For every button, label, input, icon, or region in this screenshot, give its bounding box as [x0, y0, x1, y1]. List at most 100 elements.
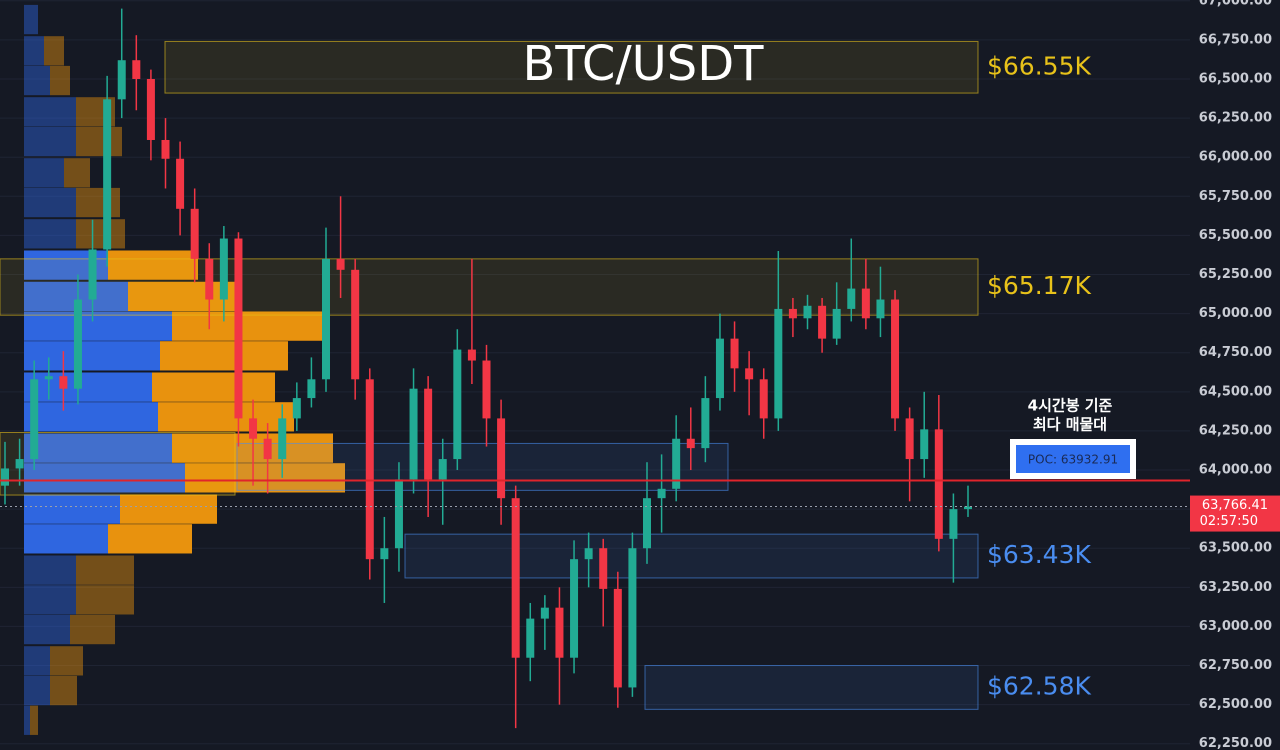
annotation: 최다 매물대: [1033, 416, 1107, 434]
profile-buy-bar: [24, 219, 76, 249]
profile-buy-bar: [24, 433, 172, 463]
profile-sell-bar: [76, 126, 122, 157]
candle-body: [103, 99, 112, 250]
y-tick-label: 64,500.00: [1199, 384, 1272, 399]
profile-sell-bar: [108, 250, 198, 280]
y-tick-label: 63,250.00: [1199, 580, 1272, 595]
y-tick-label: 65,250.00: [1199, 267, 1272, 282]
y-tick-label: 66,500.00: [1199, 71, 1272, 86]
profile-sell-bar: [160, 341, 288, 371]
profile-sell-bar: [152, 372, 275, 402]
y-tick-label: 66,750.00: [1199, 32, 1272, 47]
candle-body: [555, 607, 564, 658]
profile-sell-bar: [158, 402, 294, 432]
zone: [644, 665, 979, 710]
candle-body: [88, 249, 97, 300]
candle-body: [394, 479, 403, 549]
candles: [1, 8, 972, 729]
candle-body: [453, 349, 462, 460]
profile-buy-bar: [24, 705, 30, 735]
candle-body: [307, 379, 316, 399]
candle-body: [774, 308, 783, 419]
candle-body: [482, 360, 491, 419]
candle-body: [15, 459, 24, 469]
profile-sell-bar: [64, 158, 90, 188]
candle-body: [59, 376, 68, 389]
zone-label: $65.17K: [987, 271, 1091, 300]
candle-body: [292, 398, 301, 419]
profile-sell-bar: [185, 463, 345, 493]
candle-body: [1, 468, 9, 486]
candle-body: [891, 299, 900, 419]
candle-body: [511, 498, 520, 658]
candle-body: [701, 398, 710, 449]
candle-body: [351, 269, 360, 380]
candle-body: [584, 548, 593, 560]
profile-sell-bar: [50, 65, 70, 96]
zone: [236, 442, 729, 491]
candle-body: [146, 78, 155, 140]
zone: [404, 533, 979, 579]
profile-sell-bar: [120, 494, 217, 524]
y-tick-label: 64,000.00: [1199, 463, 1272, 478]
zones: $66.55K $65.17K $63.43K $62.58K: [0, 40, 1091, 710]
y-tick-label: 65,750.00: [1199, 189, 1272, 204]
candle-body: [336, 258, 345, 270]
candle-body: [949, 509, 958, 539]
profile-sell-bar: [70, 614, 115, 645]
y-tick-label: 63,000.00: [1199, 619, 1272, 634]
profile-buy-bar: [24, 555, 76, 585]
profile-buy-bar: [24, 36, 44, 66]
profile-buy-bar: [24, 65, 50, 96]
candle-body: [117, 60, 126, 100]
candle-body: [526, 618, 535, 658]
profile-sell-bar: [76, 187, 120, 218]
profile-buy-bar: [24, 311, 172, 341]
candle-body: [234, 238, 243, 419]
y-tick-label: 64,750.00: [1199, 345, 1272, 360]
candle-body: [365, 379, 374, 560]
candle-body: [730, 338, 739, 369]
candle-body: [322, 258, 330, 380]
poc-box: [1016, 445, 1130, 473]
candle-body: [832, 308, 841, 339]
candle-body: [613, 588, 622, 688]
profile-buy-bar: [24, 372, 152, 402]
y-tick-label: 62,750.00: [1199, 658, 1272, 673]
profile-buy-bar: [24, 614, 70, 645]
candle-body: [540, 607, 549, 619]
candle-body: [497, 418, 506, 499]
candle-body: [467, 349, 476, 361]
profile-sell-bar: [76, 555, 134, 585]
candle-body: [905, 418, 914, 460]
profile-sell-bar: [172, 311, 326, 341]
profile-sell-bar: [50, 646, 83, 676]
profile-buy-bar: [24, 646, 50, 676]
candle-body: [788, 308, 797, 319]
profile-sell-bar: [50, 675, 77, 706]
zone: [0, 431, 236, 496]
candle-body: [30, 379, 39, 460]
candle-body: [686, 438, 695, 449]
candle-body: [409, 388, 418, 480]
y-tick-label: 65,000.00: [1199, 306, 1272, 321]
y-tick-label: 62,250.00: [1199, 736, 1272, 750]
zone-label: $62.58K: [987, 671, 1091, 700]
candle-body: [964, 506, 972, 510]
zone-label: $66.55K: [987, 51, 1091, 80]
y-tick-label: 63,500.00: [1199, 541, 1272, 556]
candle-body: [219, 238, 228, 300]
profile-buy-bar: [24, 675, 50, 706]
profile-buy-bar: [24, 4, 38, 35]
profile-buy-bar: [24, 494, 120, 524]
annotation: 4시간봉 기준: [1028, 397, 1113, 415]
profile-buy-bar: [24, 126, 76, 157]
candle-body: [847, 288, 856, 309]
candle-body: [249, 418, 258, 439]
y-tick-label: 66,000.00: [1199, 150, 1272, 165]
last-price-box: [1190, 495, 1280, 532]
profile-buy-bar: [24, 158, 64, 188]
candle-body: [570, 559, 579, 658]
